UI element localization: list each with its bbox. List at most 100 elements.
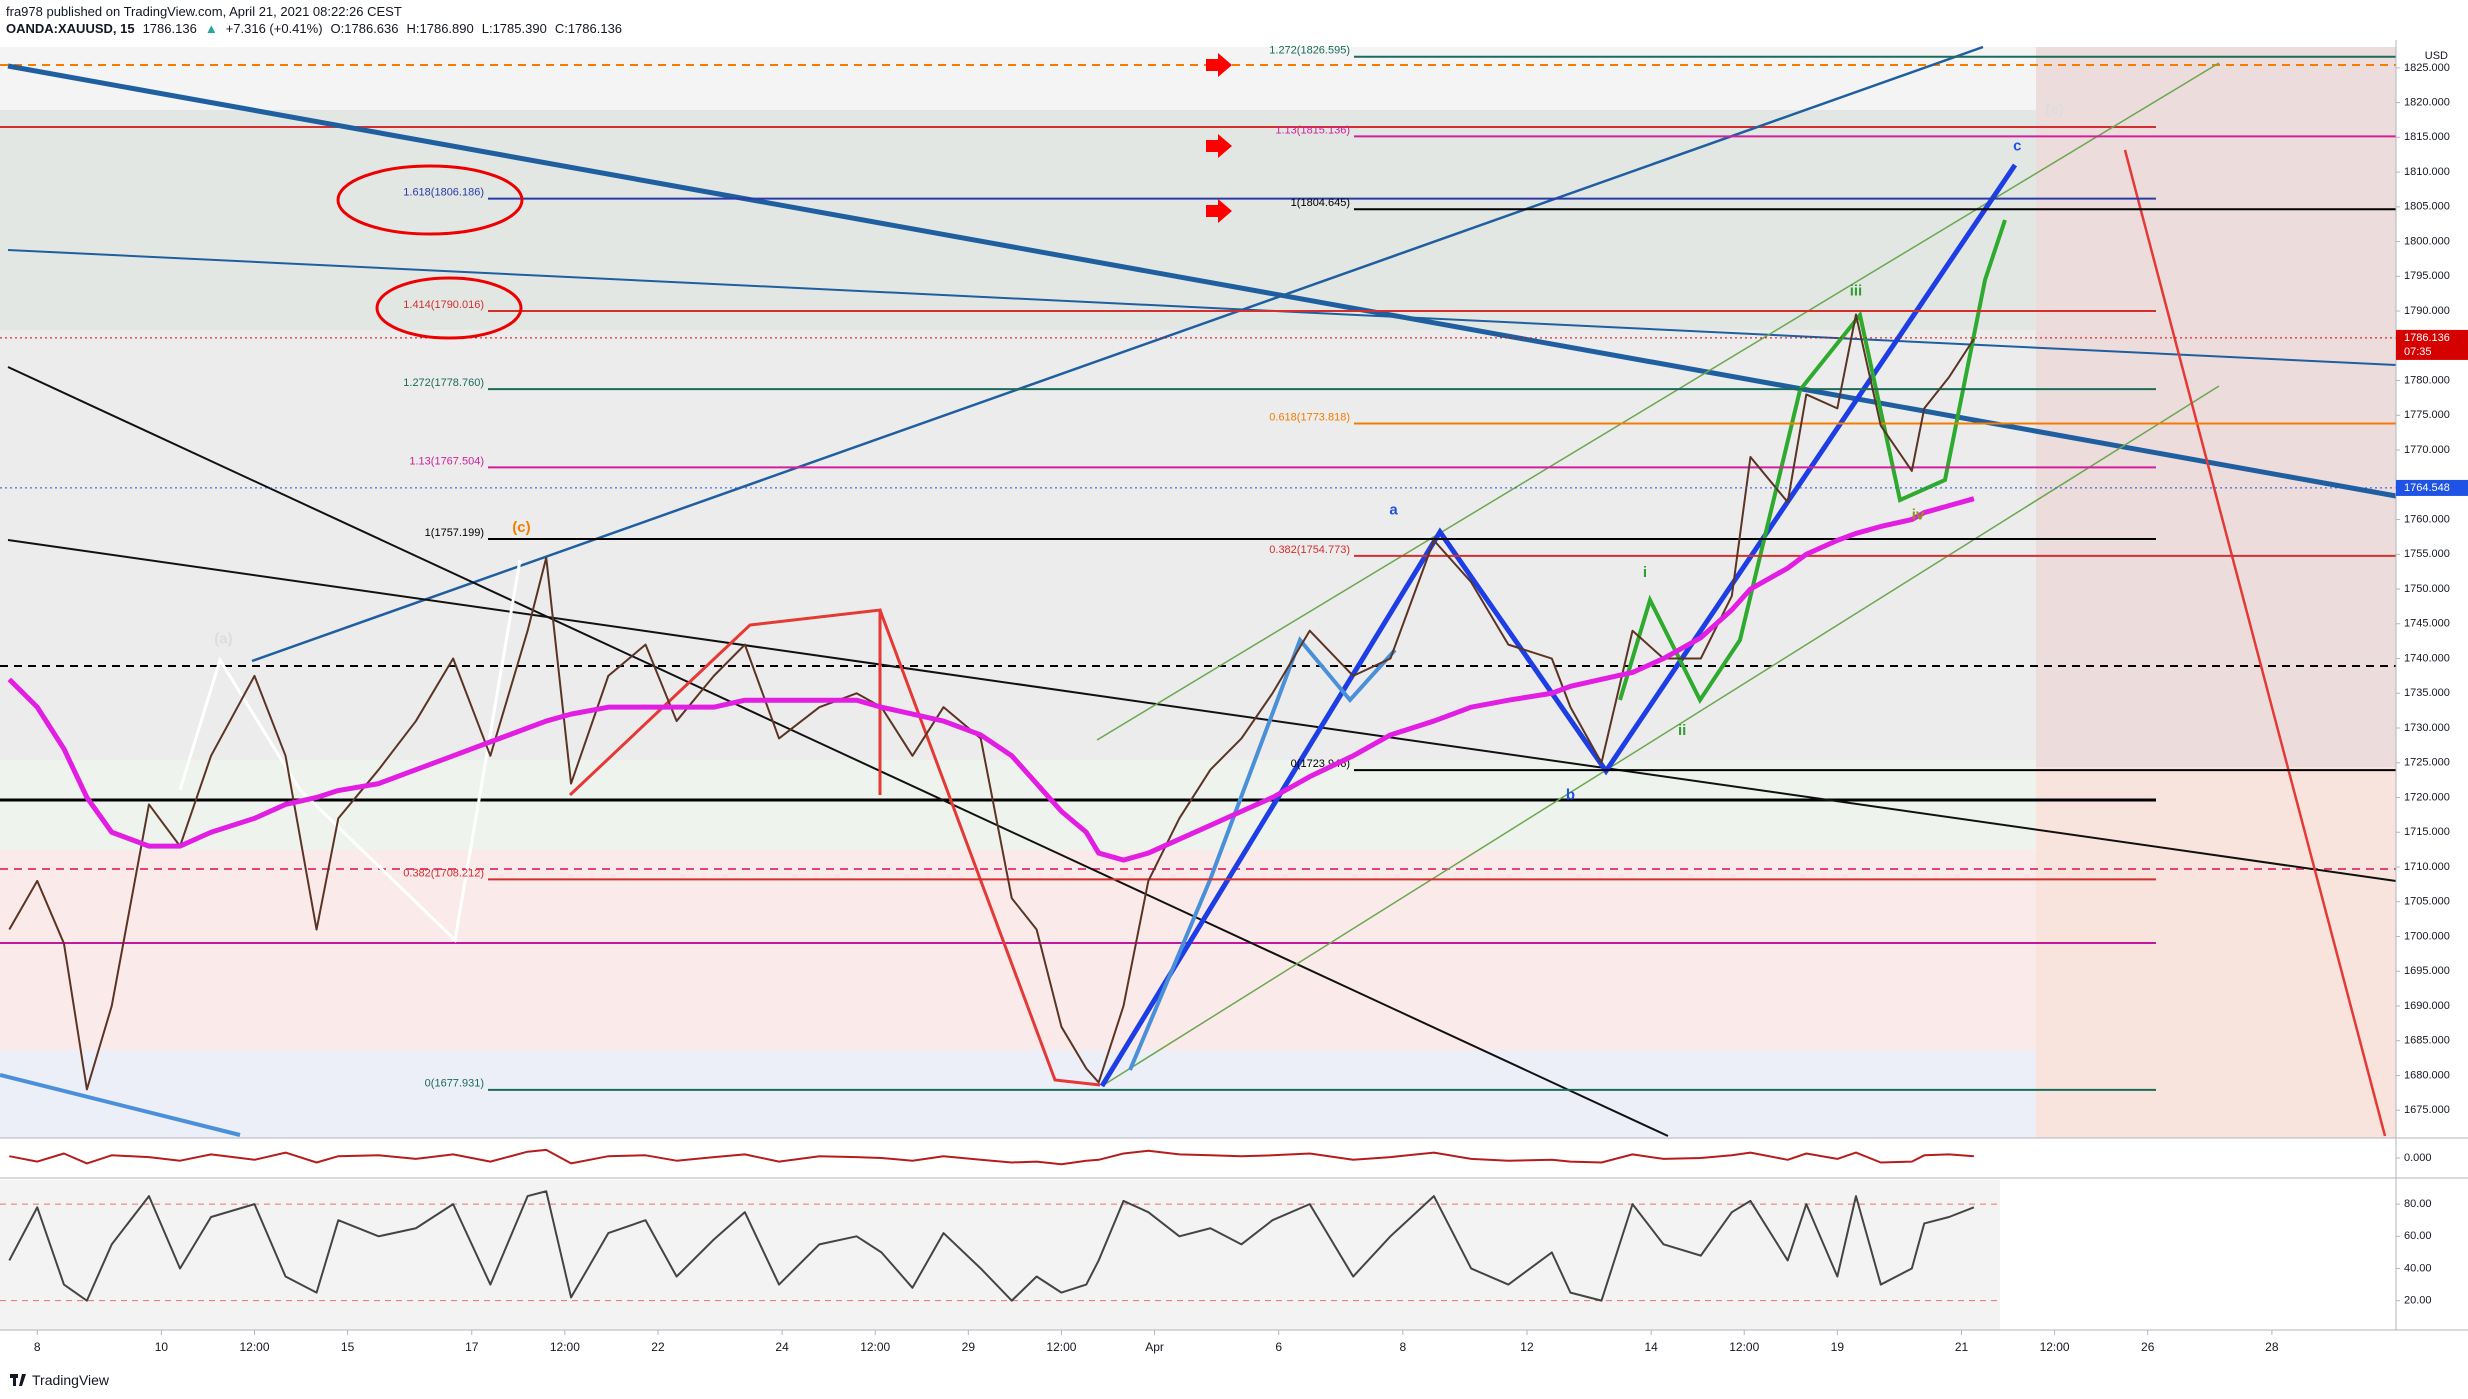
zone xyxy=(0,110,2036,330)
trend-line xyxy=(2123,149,2387,1137)
wave-label: iii xyxy=(1850,283,1863,300)
x-tick-label: Apr xyxy=(1145,1340,1164,1354)
arrow xyxy=(1206,199,1232,223)
change: +7.316 (+0.41%) xyxy=(225,21,323,36)
y-tick-label: 1780.000 xyxy=(2404,374,2450,386)
wave-path xyxy=(178,559,522,944)
wave-label: c xyxy=(2013,137,2021,154)
y-tick-label: 1755.000 xyxy=(2404,548,2450,560)
zone xyxy=(0,850,2036,1050)
x-tick-label: 12:00 xyxy=(550,1340,580,1354)
fib-label: 1(1804.645) xyxy=(1291,197,1350,209)
series-line xyxy=(8,1190,1975,1302)
y-tick-label: 1705.000 xyxy=(2404,896,2450,908)
y-tick-label: 1715.000 xyxy=(2404,826,2450,838)
y-tick-label: 1745.000 xyxy=(2404,618,2450,630)
y-tick-label: 1690.000 xyxy=(2404,1000,2450,1012)
open: O:1786.636 xyxy=(330,21,399,36)
trend-line xyxy=(0,1073,241,1137)
trend-line xyxy=(7,539,2397,882)
x-tick-label: 12:00 xyxy=(860,1340,890,1354)
wave-label: ii xyxy=(1678,722,1686,739)
price-tag-label: 1786.136 xyxy=(2404,332,2450,344)
wave-label: iv xyxy=(1912,506,1925,523)
y-tick-label: 1675.000 xyxy=(2404,1104,2450,1116)
fib-label: 1.618(1806.186) xyxy=(403,186,484,198)
fib-label: 1(1757.199) xyxy=(425,527,484,539)
wave-label: (a) xyxy=(214,631,232,648)
zone xyxy=(0,1050,2036,1138)
y-tick-label: 1710.000 xyxy=(2404,861,2450,873)
wave-path xyxy=(878,609,1101,1087)
indicator-bg xyxy=(0,1180,2000,1330)
series-line xyxy=(7,496,1975,863)
logo xyxy=(10,1374,26,1386)
change-arrow: ▲ xyxy=(204,21,218,36)
fib-label: 1.13(1815.136) xyxy=(1275,124,1350,136)
footer: TradingView xyxy=(10,1372,109,1388)
y-tick-label: 1730.000 xyxy=(2404,722,2450,734)
x-tick-label: 8 xyxy=(34,1340,41,1354)
y-tick-label: 1740.000 xyxy=(2404,652,2450,664)
symbol: OANDA:XAUUSD, 15 xyxy=(6,21,135,36)
y-tick-label: 60.00 xyxy=(2404,1230,2432,1242)
x-tick-label: 28 xyxy=(2265,1340,2279,1354)
x-tick-label: 19 xyxy=(1831,1340,1845,1354)
currency: USD xyxy=(2425,50,2448,62)
arrow xyxy=(1206,53,1232,77)
y-tick-label: 1800.000 xyxy=(2404,235,2450,247)
brand: TradingView xyxy=(32,1372,110,1388)
zone xyxy=(0,760,2036,850)
future-zone xyxy=(2036,47,2396,767)
y-tick-label: 1725.000 xyxy=(2404,757,2450,769)
y-tick-label: 1820.000 xyxy=(2404,96,2450,108)
wave-label: i xyxy=(1643,564,1647,581)
wave-label: (e) xyxy=(2045,101,2063,118)
wave-path xyxy=(568,608,882,797)
arrow xyxy=(1206,134,1232,158)
channel-line xyxy=(1096,62,2220,741)
x-tick-label: 12:00 xyxy=(2040,1340,2070,1354)
price-tag-time: 07:35 xyxy=(2404,346,2432,358)
zone xyxy=(0,330,2036,760)
low: L:1785.390 xyxy=(481,21,547,36)
y-tick-label: 1770.000 xyxy=(2404,444,2450,456)
header: fra978 published on TradingView.com, Apr… xyxy=(6,3,622,37)
y-tick-label: 1735.000 xyxy=(2404,687,2450,699)
fib-label: 1.272(1778.760) xyxy=(403,377,484,389)
y-tick-label: 0.000 xyxy=(2404,1152,2432,1164)
x-tick-label: 15 xyxy=(341,1340,355,1354)
highlight-circle xyxy=(336,164,524,236)
fib-label: 1.13(1767.504) xyxy=(409,455,484,467)
y-tick-label: 1700.000 xyxy=(2404,930,2450,942)
fib-label: 0(1677.931) xyxy=(425,1078,484,1090)
y-tick-label: 1805.000 xyxy=(2404,201,2450,213)
fib-label: 0.382(1708.212) xyxy=(403,867,484,879)
y-tick-label: 1795.000 xyxy=(2404,270,2450,282)
published: fra978 published on TradingView.com, Apr… xyxy=(6,4,402,19)
wave-label: b xyxy=(1566,786,1575,803)
trend-line xyxy=(251,45,1984,663)
x-tick-label: 12:00 xyxy=(1729,1340,1759,1354)
fib-label: 1.414(1790.016) xyxy=(403,299,484,311)
y-tick-label: 1775.000 xyxy=(2404,409,2450,421)
x-tick-label: 21 xyxy=(1955,1340,1969,1354)
trend-line xyxy=(7,249,2397,366)
x-tick-label: 12:00 xyxy=(1046,1340,1076,1354)
x-tick-label: 26 xyxy=(2141,1340,2155,1354)
x-tick-label: 29 xyxy=(962,1340,976,1354)
x-tick-label: 12:00 xyxy=(239,1340,269,1354)
x-tick-label: 24 xyxy=(775,1340,789,1354)
x-tick-label: 6 xyxy=(1275,1340,1282,1354)
y-tick-label: 20.00 xyxy=(2404,1295,2432,1307)
price-tag xyxy=(2396,329,2468,360)
fib-label: 0.618(1773.818) xyxy=(1269,411,1350,423)
high: H:1786.890 xyxy=(406,21,474,36)
y-tick-label: 40.00 xyxy=(2404,1262,2432,1274)
y-tick-label: 1695.000 xyxy=(2404,965,2450,977)
y-tick-label: 1815.000 xyxy=(2404,131,2450,143)
x-tick-label: 17 xyxy=(465,1340,479,1354)
series-line xyxy=(8,313,1975,1091)
